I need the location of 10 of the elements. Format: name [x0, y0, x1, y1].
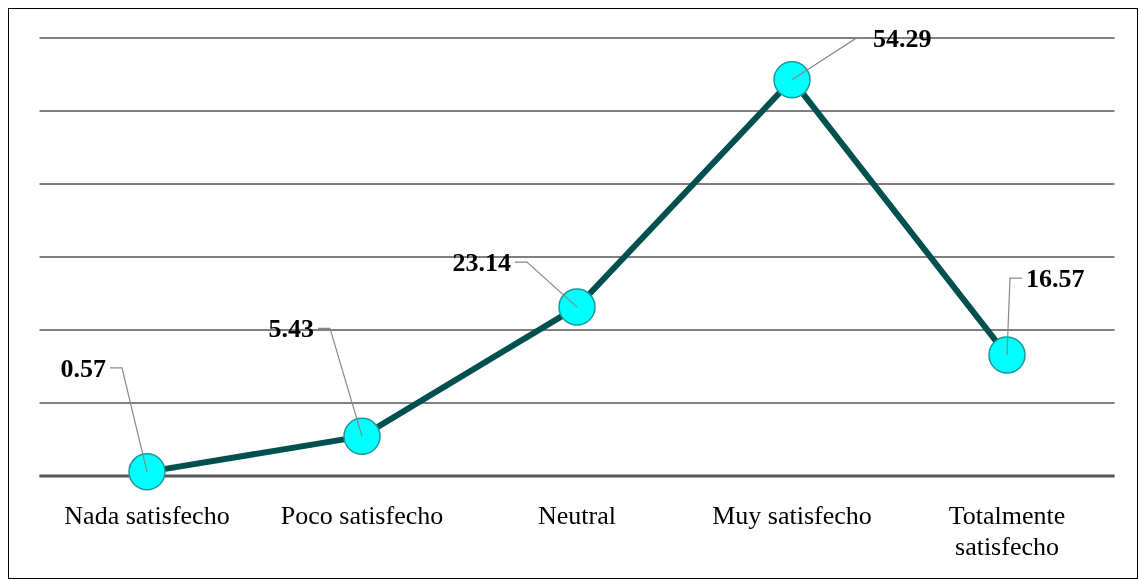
data-label: 0.57: [60, 353, 106, 383]
x-tick-label: Poco satisfecho: [280, 501, 444, 530]
data-label: 16.57: [1026, 264, 1085, 294]
data-label: 54.29: [873, 23, 932, 53]
x-tick-label: Neutral: [538, 501, 616, 530]
data-label: 5.43: [268, 314, 314, 344]
x-tick-label: Muy satisfecho: [712, 501, 872, 530]
x-tick-label: Totalmente satisfecho: [948, 501, 1066, 561]
x-tick-label: Nada satisfecho: [64, 501, 230, 530]
data-label: 23.14: [452, 248, 511, 278]
